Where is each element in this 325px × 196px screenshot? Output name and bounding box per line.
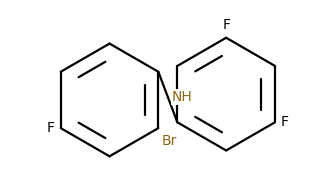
Text: NH: NH: [172, 90, 192, 104]
Text: Br: Br: [161, 134, 177, 148]
Text: F: F: [222, 18, 230, 32]
Text: F: F: [281, 115, 289, 129]
Text: F: F: [47, 121, 55, 135]
